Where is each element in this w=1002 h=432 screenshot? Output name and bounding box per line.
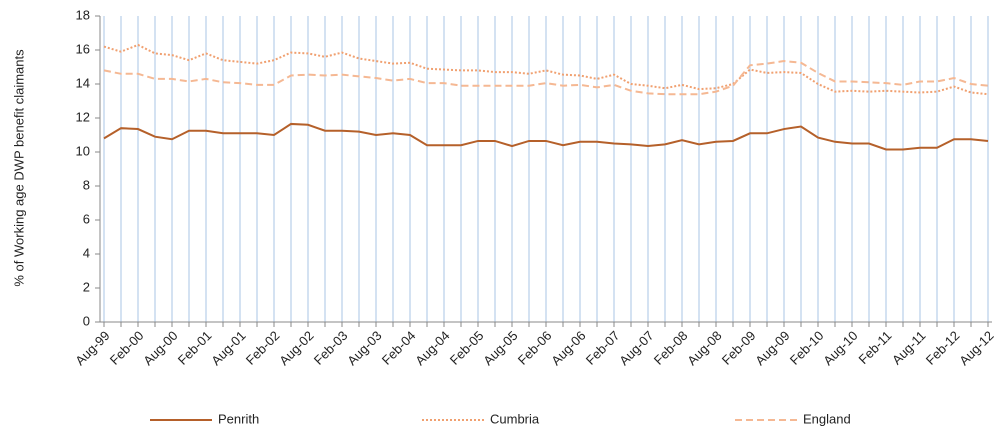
y-tick-label: 8: [83, 177, 90, 192]
x-tick-label: Feb-03: [311, 328, 351, 368]
y-tick-label: 18: [76, 7, 90, 22]
legend-label: Penrith: [218, 411, 259, 426]
x-tick-label: Aug-02: [276, 328, 316, 368]
x-tick-label: Feb-10: [787, 328, 827, 368]
x-tick-label: Aug-10: [820, 328, 860, 368]
x-tick-label: Feb-09: [719, 328, 759, 368]
x-tick-label: Aug-05: [480, 328, 520, 368]
y-tick-label: 0: [83, 313, 90, 328]
x-tick-label: Aug-99: [72, 328, 112, 368]
x-tick-label: Feb-07: [583, 328, 623, 368]
line-series: [103, 122, 989, 151]
y-tick-label: 10: [76, 143, 90, 158]
y-tick-label: 4: [83, 245, 90, 260]
x-tick-label: Feb-11: [855, 328, 894, 367]
x-tick-label: Aug-04: [412, 328, 452, 368]
x-tick-label: Aug-07: [616, 328, 656, 368]
x-tick-label: Feb-06: [515, 328, 555, 368]
x-tick-label: Aug-08: [684, 328, 724, 368]
x-tick-label: Aug-03: [344, 328, 384, 368]
line-series: [103, 60, 989, 96]
y-axis-label: % of Working age DWP benefit claimants: [11, 49, 26, 287]
legend-label: Cumbria: [490, 411, 540, 426]
x-tick-label: Feb-12: [923, 328, 963, 368]
y-tick-label: 6: [83, 211, 90, 226]
x-tick-label: Feb-04: [379, 328, 419, 368]
x-tick-label: Aug-01: [208, 328, 248, 368]
x-tick-label: Feb-05: [447, 328, 487, 368]
x-tick-label: Aug-12: [956, 328, 996, 368]
x-tick-label: Aug-11: [889, 328, 929, 368]
x-tick-label: Aug-06: [548, 328, 588, 368]
x-tick-label: Feb-02: [243, 328, 283, 368]
x-tick-label: Aug-00: [140, 328, 180, 368]
x-tick-label: Feb-00: [107, 328, 147, 368]
y-tick-label: 2: [83, 279, 90, 294]
legend-label: England: [803, 411, 851, 426]
y-tick-label: 12: [76, 109, 90, 124]
x-tick-label: Aug-09: [752, 328, 792, 368]
y-tick-label: 14: [76, 75, 90, 90]
x-tick-label: Feb-01: [175, 328, 215, 368]
x-tick-label: Feb-08: [651, 328, 691, 368]
y-tick-label: 16: [76, 41, 90, 56]
